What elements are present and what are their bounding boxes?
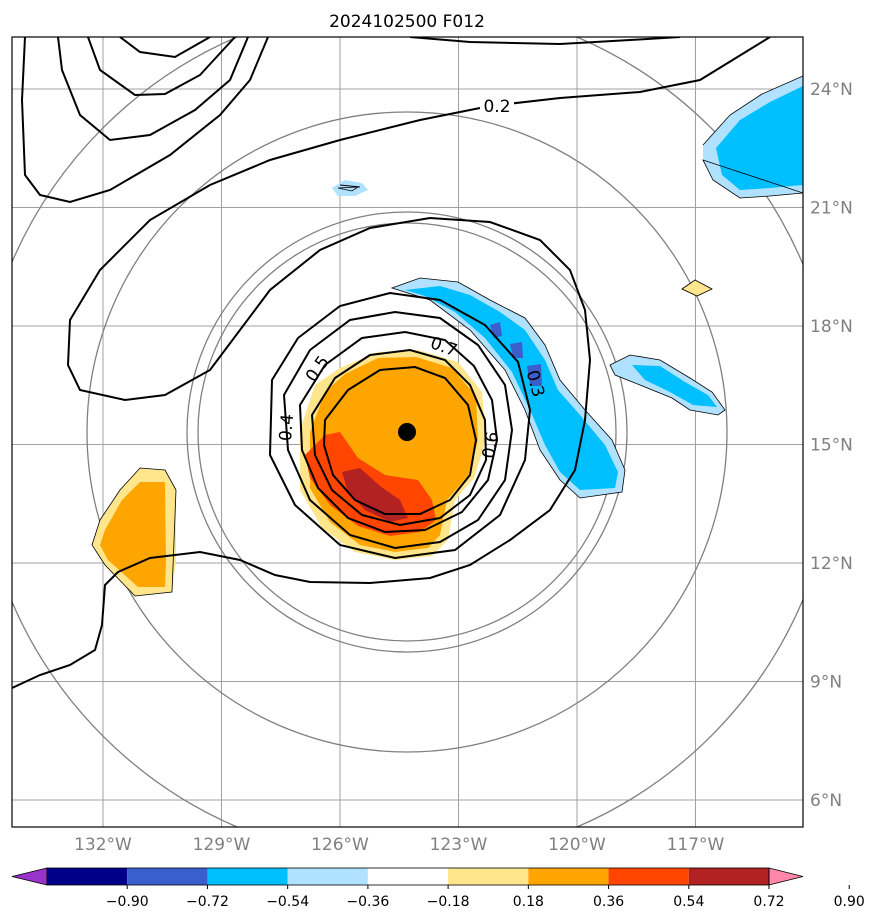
colorbar-segment <box>287 868 368 885</box>
colorbar-tick-label: −0.36 <box>346 894 389 910</box>
contour-0.2-f <box>409 37 681 46</box>
contour-0.2-b <box>20 37 269 204</box>
lon-tick-label: 129°W <box>193 835 251 855</box>
negative-fill-0.36 <box>405 286 618 490</box>
negative-fill-ne <box>716 86 803 190</box>
colorbar-segment <box>367 868 449 885</box>
colorbar-tick-label: 0.18 <box>513 894 544 910</box>
contour-label-0.6: 0.6 <box>479 430 503 460</box>
negative-fill-small <box>332 180 368 196</box>
contour-0.2-c <box>57 37 249 142</box>
colorbar-segment <box>688 868 769 885</box>
lat-tick-label: 12°N <box>810 554 853 574</box>
positive-fill-west <box>100 482 166 587</box>
range-rings <box>12 37 803 827</box>
figure-title: 2024102500 F012 <box>329 12 485 32</box>
contour-label-0.4: 0.4 <box>276 413 298 442</box>
colorbar-segment <box>448 868 529 885</box>
longitude-labels: 132°W 129°W 126°W 123°W 120°W 117°W <box>74 835 724 855</box>
colorbar-tick-label: 0.54 <box>673 894 704 910</box>
latitude-labels: 24°N 21°N 18°N 15°N 12°N 9°N 6°N <box>810 80 853 811</box>
center-outline <box>339 184 361 188</box>
lon-tick-label: 120°W <box>548 835 606 855</box>
contour-lines <box>12 37 771 689</box>
lat-tick-label: 15°N <box>810 436 853 456</box>
lat-tick-label: 6°N <box>810 791 842 811</box>
colorbar-tick-label: −0.18 <box>427 894 470 910</box>
lon-tick-label: 123°W <box>430 835 488 855</box>
lat-tick-label: 9°N <box>810 673 842 693</box>
contour-label-0.2: 0.2 <box>483 97 510 117</box>
colorbar-segment <box>127 868 208 885</box>
negative-fill-0.54c <box>527 364 542 386</box>
colorbar-tick-label: 0.36 <box>593 894 624 910</box>
lon-tick-label: 126°W <box>311 835 369 855</box>
colorbar-segment <box>528 868 609 885</box>
shaded-field <box>92 76 803 596</box>
colorbar-segment <box>608 868 689 885</box>
range-ring-2 <box>186 211 628 653</box>
negative-fill-east <box>632 365 717 407</box>
contour-0.2-a <box>12 37 771 689</box>
contour-0.6 <box>310 348 488 527</box>
contour-0.5 <box>298 330 499 534</box>
colorbar-segment <box>47 868 128 885</box>
negative-fill-0.54b <box>510 342 523 358</box>
contour-0.4 <box>282 310 514 550</box>
lon-tick-label: 132°W <box>74 835 132 855</box>
contour-0.2-e <box>119 37 211 59</box>
lat-tick-label: 24°N <box>810 80 853 100</box>
colorbar-tick-label: −0.90 <box>106 894 149 910</box>
colorbar-frame <box>46 867 770 886</box>
contour-0.3 <box>268 291 532 560</box>
storm-center-marker <box>398 423 416 441</box>
shade-outlines <box>91 75 803 597</box>
positive-fill-0.72 <box>342 468 408 522</box>
range-ring-1 <box>197 222 617 642</box>
colorbar-extend-low <box>11 867 48 886</box>
contour-0.7 <box>322 365 478 515</box>
range-ring-3 <box>86 111 728 753</box>
lat-tick-label: 18°N <box>810 317 853 337</box>
map-panel: 0.2 0.3 0.4 0.5 0.6 0.7 <box>12 37 803 827</box>
colorbar-segment <box>207 868 288 885</box>
contour-0.2-d <box>87 37 236 97</box>
colorbar-tick-label: 0.90 <box>834 894 865 910</box>
colorbar-tick-label: −0.72 <box>186 894 229 910</box>
lon-tick-label: 117°W <box>667 835 725 855</box>
colorbar-tick-label: 0.72 <box>753 894 784 910</box>
colorbar: −0.90 −0.72 −0.54 −0.36 −0.18 0.18 0.36 0.54 0.7… <box>11 867 865 910</box>
colorbar-tick-label: −0.54 <box>266 894 309 910</box>
lat-tick-label: 21°N <box>810 199 853 219</box>
map-frame <box>11 36 804 828</box>
colorbar-extend-high <box>768 867 804 886</box>
